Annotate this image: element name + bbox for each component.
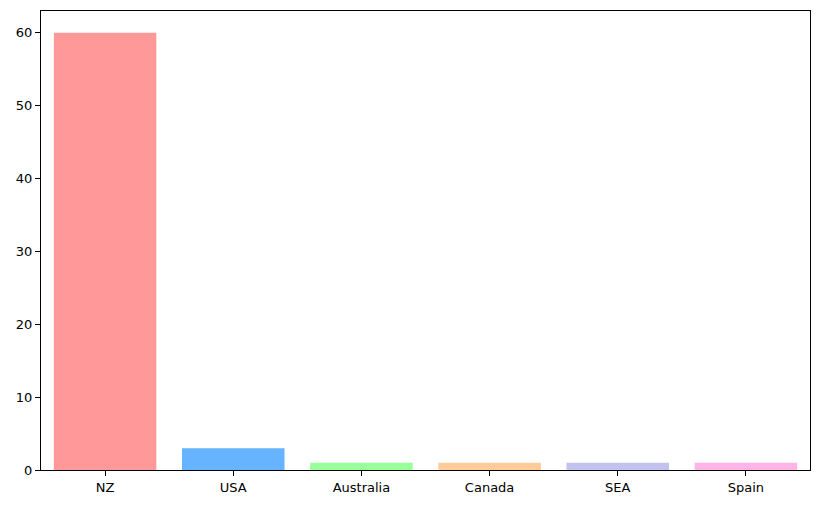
svg-text:20: 20 — [16, 317, 33, 332]
svg-text:0: 0 — [24, 463, 32, 478]
svg-text:NZ: NZ — [96, 480, 115, 495]
svg-text:60: 60 — [16, 25, 33, 40]
svg-text:50: 50 — [16, 98, 33, 113]
svg-text:Australia: Australia — [333, 480, 391, 495]
svg-text:30: 30 — [16, 244, 33, 259]
svg-text:40: 40 — [16, 171, 33, 186]
svg-text:Canada: Canada — [465, 480, 514, 495]
svg-text:Spain: Spain — [728, 480, 764, 495]
svg-text:10: 10 — [16, 390, 33, 405]
svg-text:USA: USA — [220, 480, 247, 495]
svg-text:SEA: SEA — [605, 480, 630, 495]
